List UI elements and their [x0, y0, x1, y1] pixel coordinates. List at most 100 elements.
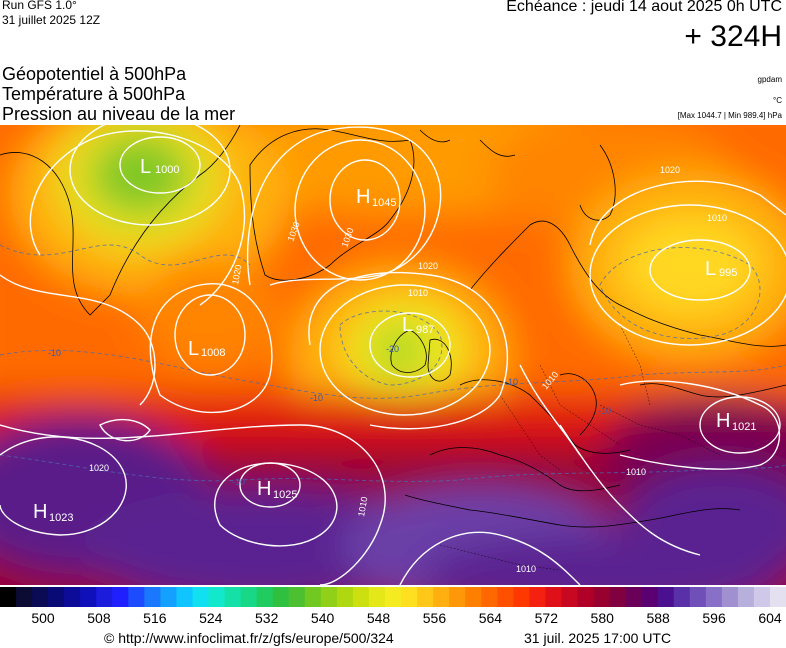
run-label: Run GFS 1.0° — [2, 0, 77, 12]
isobar-label: 1010 — [356, 496, 369, 517]
colorbar-swatch — [529, 587, 546, 607]
colorbar-tick-label: 564 — [478, 610, 503, 626]
colorbar-swatch — [465, 587, 482, 607]
colorbar-swatch — [625, 587, 643, 607]
isobar-label: 1020 — [89, 463, 109, 473]
colorbar-swatch — [80, 587, 97, 607]
isobar-label: 1010 — [707, 213, 727, 223]
colorbar-swatch — [128, 587, 145, 607]
colorbar-swatch — [433, 587, 450, 607]
colorbar-tick-label: 532 — [255, 610, 279, 626]
isotherm-label: -10 — [598, 406, 611, 416]
colorbar-tick-label: 516 — [143, 610, 167, 626]
colorbar-swatch — [176, 587, 194, 607]
colorbar-swatch — [48, 587, 65, 607]
isobar-label: 1010 — [516, 564, 536, 574]
colorbar-swatch — [513, 587, 530, 607]
low-center-1008-value: 1008 — [201, 347, 225, 359]
colorbar-tick-label: 572 — [534, 610, 558, 626]
colorbar-swatch — [0, 587, 17, 607]
colorbar-tick-label: 500 — [31, 610, 55, 626]
field-geopotential-label: Géopotentiel à 500hPa — [2, 64, 187, 84]
forecast-map: 1030 1030 1020 1020 1010 1020 1010 1010 … — [0, 125, 786, 585]
colorbar-swatch — [96, 587, 113, 607]
colorbar-swatch — [272, 587, 290, 607]
isotherm-label: -10 — [505, 377, 518, 387]
colorbar-swatch — [368, 587, 386, 607]
isotherm-labels: -10 -10 -10 -20 -10 -10 — [48, 344, 611, 487]
colorbar-swatch — [753, 587, 771, 607]
colorbar-swatch — [16, 587, 33, 607]
high-center-1025-value: 1025 — [273, 489, 297, 501]
pressure-centers: L 1000 H 1045 L 995 L 1008 L 987 H 1021 … — [33, 156, 756, 524]
colorbar-tick-label: 548 — [366, 610, 391, 626]
isobar-label: 1020 — [418, 261, 438, 271]
colorbar-tick-label: 588 — [646, 610, 670, 626]
colorbar-swatch — [320, 587, 338, 607]
isobar-label: 1010 — [626, 467, 646, 477]
colorbar-swatch — [352, 587, 370, 607]
colorbar-swatch — [240, 587, 258, 607]
high-center-1023: H — [33, 501, 47, 523]
colorbar-swatch — [208, 587, 226, 607]
country-borders — [439, 324, 721, 571]
unit-pressure-range: [Max 1044.7 | Min 989.4] hPa — [677, 111, 782, 120]
colorbar-swatch — [673, 587, 691, 607]
coastlines — [0, 125, 786, 528]
colorbar-swatch — [192, 587, 210, 607]
low-center-987-value: 987 — [416, 324, 434, 336]
isotherm-label: -10 — [310, 393, 323, 403]
colorbar-swatch — [481, 587, 498, 607]
colorbar-swatch — [769, 587, 786, 607]
colorbar-swatch — [304, 587, 322, 607]
colorbar-swatch — [497, 587, 514, 607]
colorbar-tick-label: 524 — [199, 610, 223, 626]
low-center-1000: L — [140, 156, 151, 178]
isotherm-label: -10 — [232, 477, 245, 487]
isobars — [0, 125, 786, 585]
colorbar-swatch — [288, 587, 306, 607]
colorbar-swatch — [561, 587, 579, 607]
colorbar-tick-label: 556 — [422, 610, 447, 626]
high-center-1045-value: 1045 — [372, 197, 396, 209]
isobar-labels: 1030 1030 1020 1020 1010 1020 1010 1010 … — [89, 165, 727, 574]
colorbar-swatch — [737, 587, 755, 607]
isobar-label: 1020 — [230, 264, 243, 285]
footer-generated-time: 31 juil. 2025 17:00 UTC — [524, 630, 672, 646]
isotherm-label: -20 — [386, 344, 399, 354]
high-center-1021: H — [716, 410, 730, 432]
high-center-1021-value: 1021 — [732, 421, 756, 433]
geopotential-field — [0, 125, 786, 585]
high-center-1023-value: 1023 — [49, 512, 73, 524]
colorbar-swatch — [657, 587, 675, 607]
low-center-995-value: 995 — [719, 267, 737, 279]
isobar-label: 1010 — [408, 288, 428, 298]
colorbar-tick-label: 604 — [758, 610, 782, 626]
colorbar-swatch — [609, 587, 627, 607]
low-center-987: L — [402, 314, 413, 336]
colorbar-swatch — [641, 587, 659, 607]
colorbar-ticks: 500 508 516 524 532 540 548 556 564 572 580 588 596 6… — [0, 609, 786, 627]
colorbar-swatch — [689, 587, 707, 607]
run-date: 31 juillet 2025 12Z — [2, 13, 101, 27]
colorbar-swatch — [449, 587, 466, 607]
colorbar-swatch — [417, 587, 434, 607]
field-pressure-label: Pression au niveau de la mer — [2, 104, 236, 124]
colorbar-swatch — [593, 587, 611, 607]
forecast-valid-time: Echéance : jeudi 14 aout 2025 0h UTC — [506, 0, 782, 15]
footer-url: © http://www.infoclimat.fr/z/gfs/europe/… — [104, 630, 394, 646]
colorbar — [0, 587, 786, 607]
colorbar-swatch — [32, 587, 49, 607]
colorbar-swatch — [160, 587, 178, 607]
colorbar-swatch — [545, 587, 563, 607]
colorbar-swatch — [64, 587, 81, 607]
colorbar-swatch — [705, 587, 723, 607]
low-center-1008: L — [188, 338, 199, 360]
high-center-1025: H — [257, 478, 271, 500]
colorbar-tick-label: 540 — [310, 610, 335, 626]
low-center-1000-value: 1000 — [155, 164, 179, 176]
colorbar-tick-label: 596 — [702, 610, 726, 626]
colorbar-swatch — [384, 587, 402, 607]
colorbar-swatch — [256, 587, 274, 607]
isotherms — [0, 244, 786, 482]
